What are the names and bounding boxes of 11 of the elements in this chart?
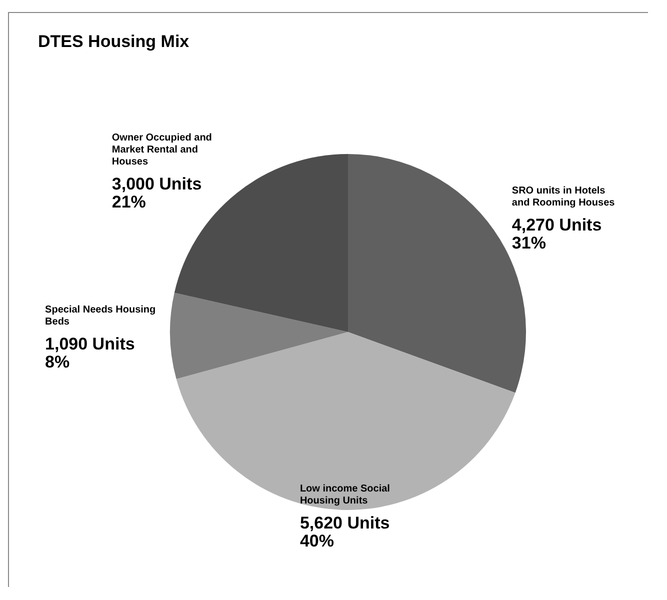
pie-slice <box>176 332 516 510</box>
slice-label: Low income Social Housing Units <box>300 483 390 506</box>
data-label: 5,620 Units 40% <box>300 513 390 550</box>
chart-title: DTES Housing Mix <box>38 32 190 51</box>
data-label: 3,000 Units 21% <box>112 174 202 212</box>
slice-label: Owner Occupied and Market Rental and Houses <box>112 132 212 168</box>
data-label: 1,090 Units 8% <box>45 334 135 372</box>
data-label: 4,270 Units 31% <box>512 216 602 253</box>
slice-label: Special Needs Housing Beds <box>45 304 156 328</box>
slice-label: SRO units in Hotels and Rooming Houses <box>512 186 616 209</box>
pie-slice <box>170 292 348 380</box>
